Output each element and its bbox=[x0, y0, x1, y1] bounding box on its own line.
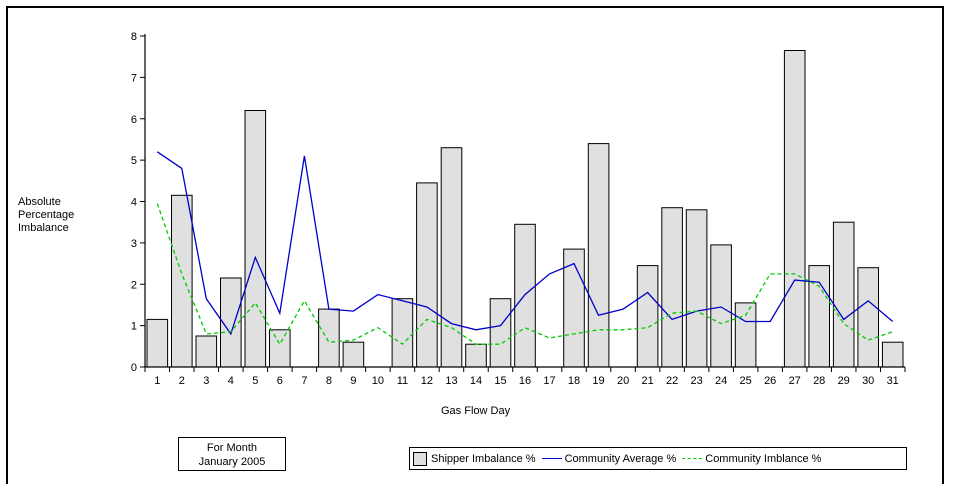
x-tick-label-5: 5 bbox=[252, 375, 258, 387]
x-tick-label-14: 14 bbox=[470, 375, 482, 387]
y-axis-label: Absolute Percentage Imbalance bbox=[18, 196, 128, 235]
x-tick-label-16: 16 bbox=[519, 375, 531, 387]
x-tick-label-22: 22 bbox=[666, 375, 678, 387]
x-tick-label-1: 1 bbox=[154, 375, 160, 387]
x-tick-label-8: 8 bbox=[326, 375, 332, 387]
x-tick-label-15: 15 bbox=[494, 375, 506, 387]
bar-day-22 bbox=[662, 208, 683, 367]
bar-day-14 bbox=[466, 344, 487, 367]
x-tick-label-25: 25 bbox=[739, 375, 751, 387]
month-box-line-2: January 2005 bbox=[179, 455, 285, 469]
bar-day-13 bbox=[441, 148, 462, 367]
bar-day-27 bbox=[784, 51, 805, 368]
bar-day-15 bbox=[490, 299, 511, 367]
bar-day-9 bbox=[343, 342, 364, 367]
legend-item-shipper: Shipper Imbalance % bbox=[413, 452, 536, 466]
legend-swatch-solid-line bbox=[542, 458, 562, 459]
y-tick-label-7: 7 bbox=[131, 72, 137, 84]
y-axis-label-line-3: Imbalance bbox=[18, 222, 128, 235]
x-tick-label-12: 12 bbox=[421, 375, 433, 387]
x-tick-label-3: 3 bbox=[203, 375, 209, 387]
x-tick-label-19: 19 bbox=[592, 375, 604, 387]
x-tick-label-30: 30 bbox=[862, 375, 874, 387]
legend-label-community-imbalance: Community Imblance % bbox=[705, 453, 821, 465]
bar-day-19 bbox=[588, 144, 609, 367]
x-tick-label-6: 6 bbox=[277, 375, 283, 387]
y-tick-label-3: 3 bbox=[131, 238, 137, 250]
x-axis-label: Gas Flow Day bbox=[441, 405, 510, 417]
bar-day-1 bbox=[147, 319, 168, 367]
legend-label-shipper: Shipper Imbalance % bbox=[431, 453, 536, 465]
month-box: For Month January 2005 bbox=[178, 437, 286, 471]
x-tick-label-18: 18 bbox=[568, 375, 580, 387]
bar-day-21 bbox=[637, 266, 658, 367]
bar-day-28 bbox=[809, 266, 830, 367]
y-tick-label-6: 6 bbox=[131, 114, 137, 126]
bar-day-5 bbox=[245, 111, 266, 368]
x-tick-label-26: 26 bbox=[764, 375, 776, 387]
bar-day-16 bbox=[515, 224, 536, 367]
bar-day-8 bbox=[319, 309, 340, 367]
bar-day-11 bbox=[392, 299, 413, 367]
x-tick-label-9: 9 bbox=[350, 375, 356, 387]
bars-layer bbox=[147, 51, 903, 368]
x-tick-label-2: 2 bbox=[179, 375, 185, 387]
y-tick-label-8: 8 bbox=[131, 31, 137, 43]
x-tick-label-13: 13 bbox=[445, 375, 457, 387]
legend-item-community-imbalance: Community Imblance % bbox=[682, 453, 821, 465]
x-tick-label-17: 17 bbox=[543, 375, 555, 387]
bar-day-2 bbox=[172, 195, 193, 367]
bar-day-25 bbox=[735, 303, 756, 367]
y-tick-label-5: 5 bbox=[131, 155, 137, 167]
bar-day-29 bbox=[833, 222, 854, 367]
x-tick-label-21: 21 bbox=[641, 375, 653, 387]
x-tick-label-23: 23 bbox=[690, 375, 702, 387]
bar-day-12 bbox=[417, 183, 438, 367]
bar-day-30 bbox=[858, 268, 879, 367]
bar-day-3 bbox=[196, 336, 217, 367]
bar-day-31 bbox=[882, 342, 903, 367]
x-tick-label-31: 31 bbox=[887, 375, 899, 387]
bar-day-6 bbox=[270, 330, 291, 367]
y-tick-label-1: 1 bbox=[131, 321, 137, 333]
bar-day-24 bbox=[711, 245, 732, 367]
y-tick-label-2: 2 bbox=[131, 279, 137, 291]
x-tick-label-28: 28 bbox=[813, 375, 825, 387]
x-tick-label-10: 10 bbox=[372, 375, 384, 387]
x-tick-label-4: 4 bbox=[228, 375, 234, 387]
y-axis-label-line-2: Percentage bbox=[18, 209, 128, 222]
y-tick-label-4: 4 bbox=[131, 197, 137, 209]
x-tick-label-27: 27 bbox=[789, 375, 801, 387]
y-axis-label-line-1: Absolute bbox=[18, 196, 128, 209]
x-tick-label-11: 11 bbox=[397, 375, 408, 387]
legend-swatch-dashed-line bbox=[682, 458, 702, 459]
legend-label-community-average: Community Average % bbox=[565, 453, 677, 465]
month-box-line-1: For Month bbox=[179, 441, 285, 455]
y-tick-label-0: 0 bbox=[131, 362, 137, 374]
x-tick-label-20: 20 bbox=[617, 375, 629, 387]
legend-item-community-average: Community Average % bbox=[542, 453, 677, 465]
x-tick-label-24: 24 bbox=[715, 375, 727, 387]
legend-swatch-bar bbox=[413, 452, 427, 466]
x-tick-label-29: 29 bbox=[838, 375, 850, 387]
legend: Shipper Imbalance % Community Average % … bbox=[409, 447, 907, 470]
x-tick-label-7: 7 bbox=[301, 375, 307, 387]
bar-day-23 bbox=[686, 210, 707, 367]
